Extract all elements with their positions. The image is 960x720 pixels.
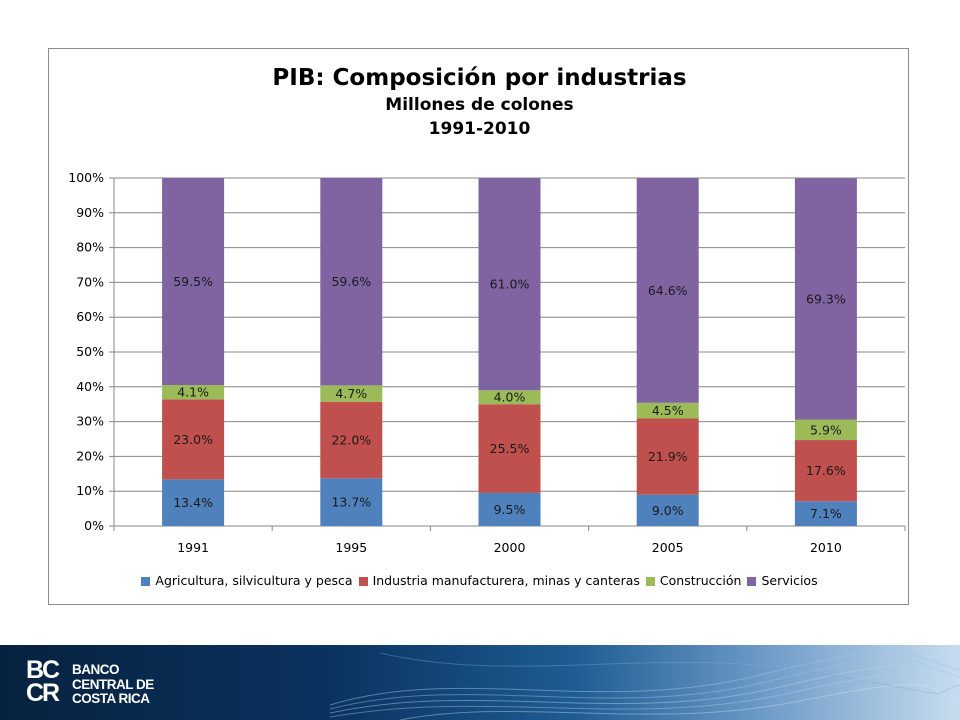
bar-segment [794,178,857,420]
bar-segment [320,478,383,526]
y-tick-label: 70% [76,274,104,289]
bar-segment [478,178,541,391]
legend-item: Industria manufacturera, minas y cantera… [358,573,640,588]
y-tick-label: 10% [76,483,104,498]
x-tick-label: 1991 [177,540,209,555]
data-label: 9.5% [494,502,526,517]
data-label: 4.7% [335,386,367,401]
x-tick-label: 2010 [810,540,842,555]
chart-subtitle-units: Millones de colones [385,95,574,115]
logo-mark-bottom: CR [26,679,60,707]
y-tick-label: 30% [76,414,104,429]
legend-item: Construcción [645,573,742,588]
bar-segment [478,492,541,526]
data-label: 4.5% [652,403,684,418]
bar-segment [162,178,225,386]
chart-titles: PIB: Composición por industrias Millones… [49,63,910,141]
x-tick-label: 2000 [494,540,526,555]
x-tick-label: 2005 [652,540,684,555]
bank-name: BANCO CENTRAL DE COSTA RICA [72,662,154,707]
data-label: 4.1% [177,385,209,400]
chart-title: PIB: Composición por industrias [272,65,687,91]
data-label: 17.6% [806,463,846,478]
bar-segment [794,419,857,441]
bank-name-line-1: BANCO [72,662,119,677]
data-label: 59.6% [331,274,371,289]
data-label: 23.0% [173,432,213,447]
data-label: 5.9% [810,422,842,437]
bar-segment [794,501,857,526]
y-tick-label: 40% [76,379,104,394]
data-label: 59.5% [173,274,213,289]
legend-label: Construcción [659,573,742,588]
bar-segment [320,385,383,402]
bank-name-line-3: COSTA RICA [72,691,150,706]
data-label: 69.3% [806,291,846,306]
data-label: 61.0% [490,277,530,292]
data-label: 4.0% [494,390,526,405]
y-tick-label: 60% [76,309,104,324]
bar-segment [162,479,225,526]
legend-item: Servicios [747,573,818,588]
bar-segment [478,390,541,405]
chart-subtitle-period: 1991-2010 [428,119,531,139]
chart-legend: Agricultura, silvicultura y pesca Industr… [49,573,910,588]
data-label: 9.0% [652,503,684,518]
bar-segment [478,404,541,493]
data-label: 64.6% [648,283,688,298]
bccr-logo-mark: BC CR [26,656,70,707]
bank-name-line-2: CENTRAL DE [72,676,154,692]
y-tick-label: 90% [76,205,104,220]
legend-label: Servicios [761,573,818,588]
legend-swatch [747,576,757,586]
data-label: 22.0% [331,433,371,448]
footer-wave-pattern [329,651,960,720]
y-tick-label: 0% [84,518,104,533]
x-tick-label: 1995 [335,540,367,555]
stacked-bar-plot: 0% 10% 20% 30% 40% 50% 60% 70% 80% 90% 100% 13.4% 23… [68,170,906,555]
y-tick-label: 100% [68,170,104,185]
bar-segment [636,418,699,495]
y-tick-label: 80% [76,240,104,255]
data-label: 25.5% [490,441,530,456]
y-tick-label: 20% [76,448,104,463]
bar-segment [162,385,225,400]
logo-mark-top: BC [26,656,60,684]
bar-segment [162,399,225,480]
legend-item: Agricultura, silvicultura y pesca [141,573,353,588]
y-tick-label: 50% [76,344,104,359]
legend-swatch [645,576,655,586]
data-label: 7.1% [810,506,842,521]
legend-swatch [141,576,151,586]
bar-segment [636,178,699,403]
footer-banner: BC CR BANCO CENTRAL DE COSTA RICA [0,645,960,720]
legend-label: Industria manufacturera, minas y cantera… [372,573,640,588]
bar-segment [320,401,383,479]
data-label: 21.9% [648,449,688,464]
legend-label: Agricultura, silvicultura y pesca [155,573,353,588]
bar-segment [320,178,383,386]
data-label: 13.4% [173,495,213,510]
data-label: 13.7% [331,495,371,510]
legend-swatch [358,576,368,586]
chart-frame: PIB: Composición por industrias Millones… [48,48,909,605]
bar-segment [794,440,857,502]
bar-segment [636,494,699,526]
bar-segment [636,402,699,419]
